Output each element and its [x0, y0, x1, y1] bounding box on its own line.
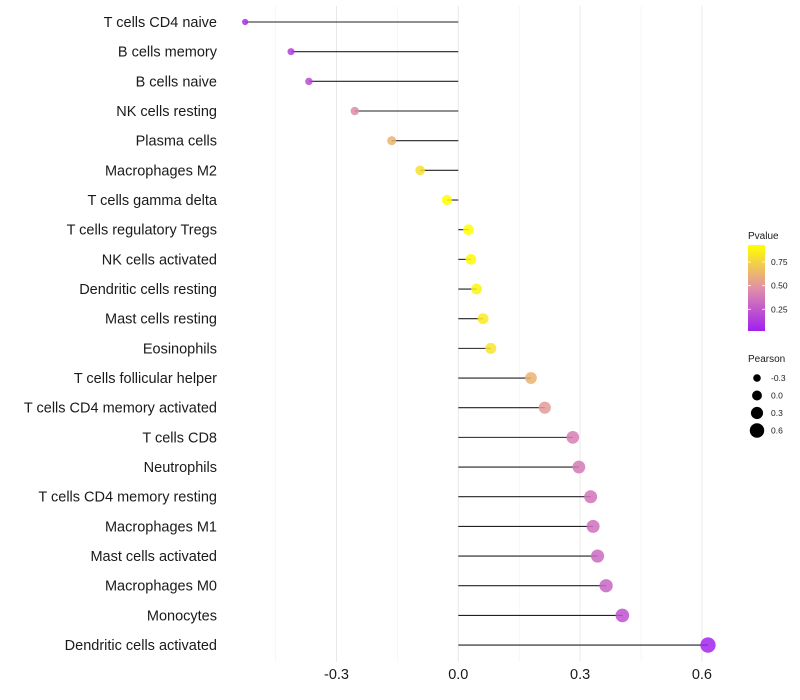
size-legend-label: 0.6 [771, 426, 783, 436]
size-legend-point [750, 406, 764, 420]
lollipop-point [477, 313, 489, 325]
x-tick-label: 0.6 [692, 667, 712, 683]
lollipop-point [287, 48, 295, 56]
gridlines [275, 6, 703, 662]
y-tick-label: Dendritic cells resting [79, 282, 217, 298]
size-legend-label: -0.3 [771, 373, 786, 383]
lollipop-point [350, 106, 359, 116]
pvalue-legend: Pvalue 0.75 0.50 0.25 [748, 231, 788, 331]
lollipop-point [525, 372, 537, 384]
y-tick-label: Dendritic cells activated [65, 638, 217, 654]
colorbar-tick-label: 0.25 [771, 304, 788, 314]
colorbar-tick-label: 0.75 [771, 257, 788, 267]
size-legend-point [749, 423, 765, 438]
y-tick-label: T cells CD4 memory activated [24, 401, 217, 417]
pearson-legend-title: Pearson [748, 354, 785, 365]
y-tick-label: T cells regulatory Tregs [67, 223, 217, 239]
y-tick-label: T cells follicular helper [74, 371, 217, 387]
stems [245, 21, 708, 646]
lollipop-point [465, 254, 477, 265]
y-tick-label: T cells CD4 memory resting [38, 490, 217, 506]
y-tick-label: Plasma cells [136, 134, 217, 150]
y-tick-label: T cells CD4 naive [104, 15, 217, 31]
y-tick-label: Mast cells resting [105, 312, 217, 328]
y-tick-label: Mast cells activated [90, 549, 217, 565]
y-tick-label: Macrophages M0 [105, 579, 217, 595]
colorbar-tick-label: 0.50 [771, 281, 788, 291]
size-legend-point [753, 374, 761, 382]
y-tick-label: Eosinophils [143, 341, 217, 357]
y-tick-label: B cells memory [118, 45, 218, 61]
lollipop-point [387, 136, 397, 146]
pvalue-colorbar [748, 245, 765, 331]
y-tick-label: Neutrophils [144, 460, 217, 476]
pvalue-legend-title: Pvalue [748, 231, 779, 242]
size-legend-label: 0.0 [771, 391, 783, 401]
lollipop-point [566, 431, 580, 444]
lollipop-point [584, 490, 598, 504]
lollipop-point [415, 165, 425, 176]
lollipop-point [463, 224, 474, 235]
y-tick-label: NK cells activated [102, 252, 217, 268]
lollipop-point [572, 460, 586, 474]
y-tick-label: B cells naive [136, 74, 217, 90]
y-tick-label: T cells gamma delta [88, 193, 218, 209]
size-legend-label: 0.3 [771, 408, 783, 418]
x-tick-label: 0.3 [570, 667, 590, 683]
lollipop-point [441, 194, 453, 206]
points [242, 18, 716, 653]
pearson-legend: Pearson -0.3 0.0 0.3 0.6 [748, 354, 786, 438]
lollipop-point [590, 549, 605, 563]
y-tick-label: T cells CD8 [142, 430, 217, 446]
lollipop-point [485, 342, 497, 354]
lollipop-point [700, 637, 716, 653]
lollipop-point [599, 579, 613, 593]
lollipop-point [538, 401, 551, 414]
y-axis-labels: T cells CD4 naive B cells memory B cells n… [24, 15, 218, 654]
lollipop-point [586, 519, 600, 533]
size-legend-point [752, 390, 762, 401]
lollipop-point [471, 283, 482, 295]
y-tick-label: Macrophages M1 [105, 519, 217, 535]
x-axis-labels: -0.3 0.0 0.3 0.6 [324, 667, 712, 683]
lollipop-point [242, 18, 249, 26]
lollipop-point [305, 77, 313, 86]
y-tick-label: Macrophages M2 [105, 163, 217, 179]
x-tick-label: -0.3 [324, 667, 349, 683]
y-tick-label: Monocytes [147, 608, 217, 624]
y-tick-label: NK cells resting [116, 104, 217, 120]
x-tick-label: 0.0 [448, 667, 468, 683]
lollipop-point [615, 608, 630, 623]
